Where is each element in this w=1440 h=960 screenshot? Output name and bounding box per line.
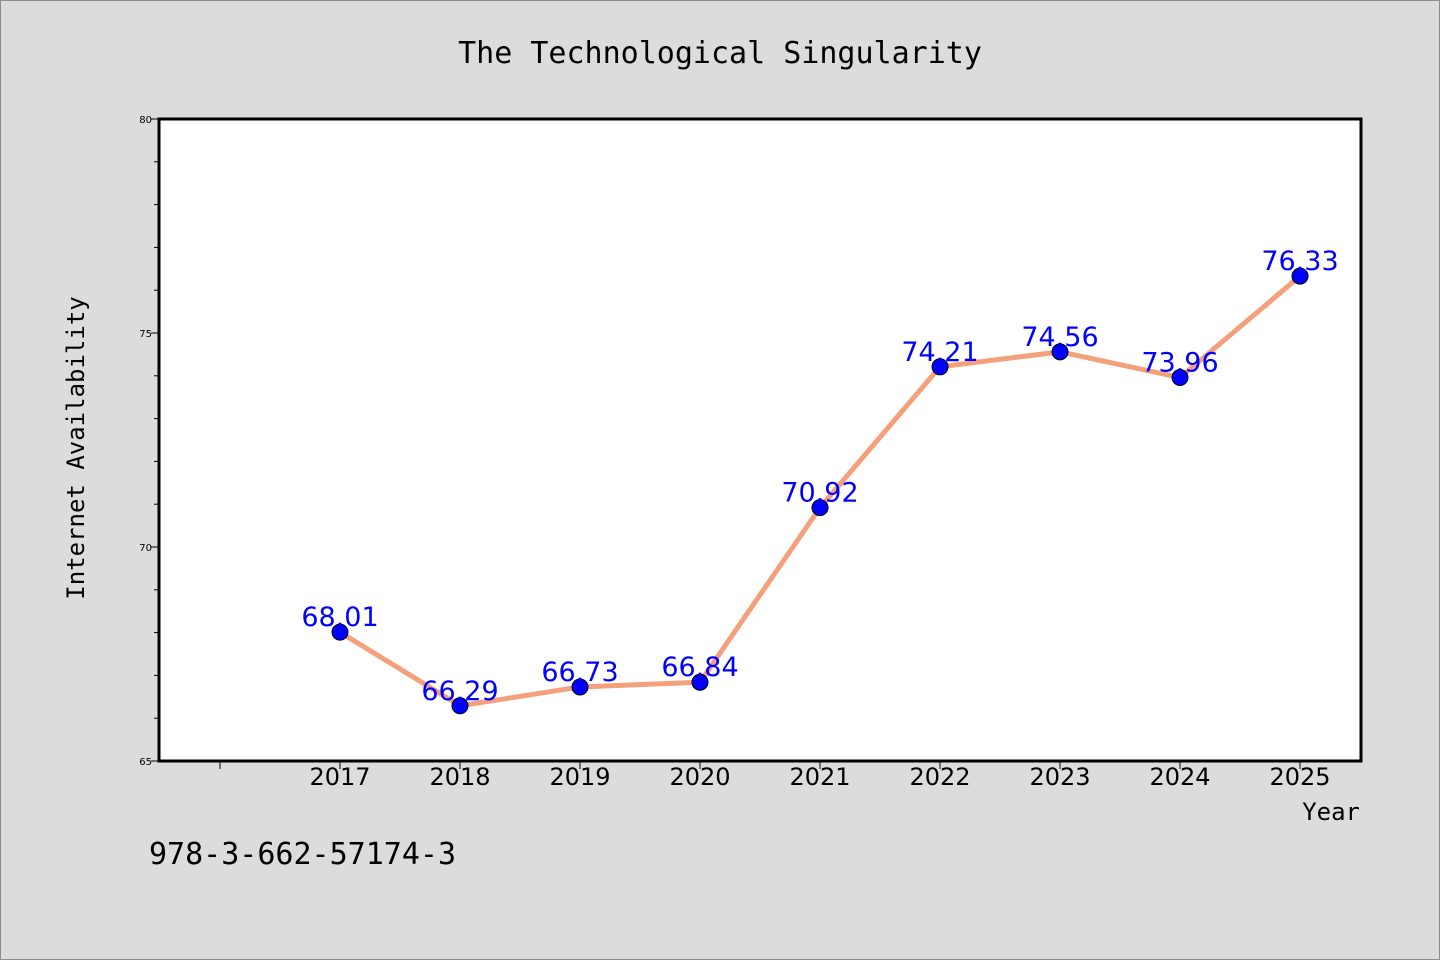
- chart-title: The Technological Singularity: [458, 36, 982, 71]
- data-markers: [331, 267, 1309, 715]
- x-tick-label: 2017: [309, 763, 370, 791]
- data-label: 66.73: [541, 657, 618, 688]
- data-point: [571, 678, 589, 696]
- data-label: 74.21: [901, 337, 978, 368]
- data-label: 66.29: [421, 676, 498, 707]
- data-label: 68.01: [301, 602, 378, 633]
- data-label: 66.84: [661, 652, 738, 683]
- y-tick-label: 70: [139, 543, 152, 554]
- isbn-annotation: 978-3-662-57174-3: [149, 837, 456, 872]
- x-axis: 2017 2018 2019 2020 2021 2022 2023 2024 2025: [219, 761, 1331, 791]
- x-tick-label: 2022: [909, 763, 970, 791]
- data-point: [331, 623, 349, 641]
- y-axis: 65 70 75 80: [139, 115, 159, 768]
- data-labels: 68.01 66.29 66.73 66.84 70.92 74.21 74.56 73.96…: [301, 246, 1338, 707]
- x-axis-label: Year: [1302, 798, 1360, 826]
- x-tick-label: 2023: [1029, 763, 1090, 791]
- data-point: [691, 673, 709, 691]
- x-tick-label: 2019: [549, 763, 610, 791]
- plot-area: [157, 117, 1363, 763]
- data-point: [451, 697, 469, 715]
- data-point: [931, 358, 949, 376]
- y-axis-label: Internet Availability: [62, 296, 90, 599]
- data-point: [811, 499, 829, 517]
- y-tick-label: 75: [139, 329, 152, 340]
- data-label: 73.96: [1141, 348, 1218, 379]
- data-point: [1051, 343, 1069, 361]
- y-tick-label: 80: [139, 115, 152, 126]
- x-tick-label: 2024: [1149, 763, 1210, 791]
- x-tick-label: 2020: [669, 763, 730, 791]
- data-label: 74.56: [1021, 322, 1098, 353]
- x-tick-label: 2025: [1269, 763, 1330, 791]
- data-point: [1291, 267, 1309, 285]
- x-tick-label: 2021: [789, 763, 850, 791]
- data-point: [1171, 369, 1189, 387]
- x-tick-label: 2018: [429, 763, 490, 791]
- y-tick-label: 65: [139, 757, 152, 768]
- data-label: 70.92: [781, 478, 858, 509]
- data-label: 76.33: [1261, 246, 1338, 277]
